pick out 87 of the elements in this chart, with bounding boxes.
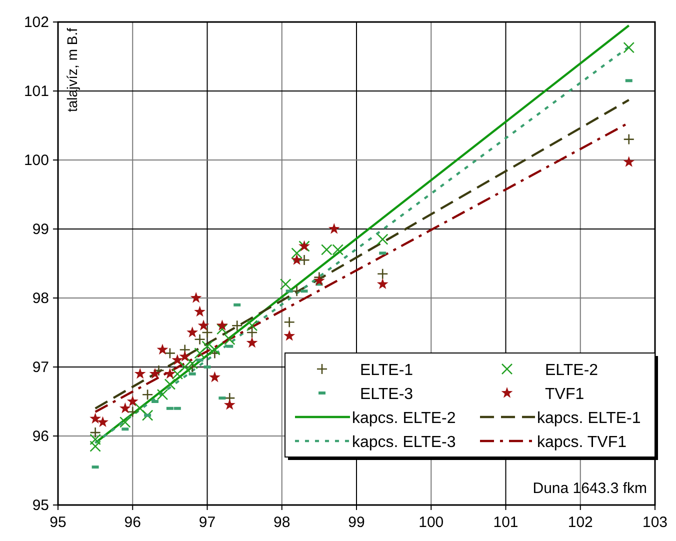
point (156, 388, 168, 400)
legend-label: kapcs. ELTE-2 (352, 410, 456, 427)
point (126, 406, 138, 418)
point (209, 371, 220, 382)
x-tick-label: 99 (348, 514, 365, 531)
point (209, 348, 220, 359)
y-tick-label: 101 (24, 83, 49, 100)
point (623, 42, 635, 54)
annotation: Duna 1643.3 fkm (532, 480, 647, 497)
y-tick-label: 95 (32, 497, 49, 514)
point (376, 268, 388, 280)
point (216, 323, 228, 335)
x-tick-label: 95 (50, 514, 66, 531)
x-tick-label: 100 (418, 514, 444, 531)
point (291, 285, 302, 297)
point (224, 334, 236, 346)
point (376, 234, 388, 245)
point (134, 402, 146, 414)
x-tick-label: 101 (493, 514, 518, 531)
point (90, 434, 101, 446)
point (190, 292, 202, 303)
point (120, 416, 131, 428)
point (231, 320, 243, 332)
point (149, 368, 161, 379)
legend-label: kapcs. ELTE-1 (537, 410, 641, 427)
point (313, 274, 325, 286)
legend-label: ELTE-1 (360, 362, 414, 379)
point (179, 350, 191, 362)
point (376, 278, 388, 290)
point (623, 134, 635, 145)
point (246, 336, 258, 348)
point (280, 278, 292, 290)
x-tick-label: 98 (274, 514, 290, 531)
point (90, 412, 102, 424)
point (194, 306, 206, 317)
point (284, 330, 296, 341)
y-tick-label: 99 (32, 221, 49, 238)
point (172, 368, 184, 380)
legend-label: kapcs. ELTE-3 (352, 434, 456, 451)
point (291, 248, 302, 259)
point (186, 361, 198, 373)
y-tick-label: 102 (24, 14, 49, 31)
y-tick-label: 96 (32, 428, 49, 445)
point (284, 316, 295, 328)
point (97, 416, 108, 428)
point (328, 223, 340, 234)
x-tick-label: 97 (198, 514, 216, 531)
y-tick-label: 97 (32, 359, 49, 376)
y-tick-label: 98 (32, 290, 49, 307)
point (153, 364, 164, 376)
legend-label: kapcs. TVF1 (537, 434, 627, 451)
point (172, 354, 184, 365)
point (623, 156, 635, 167)
point (202, 340, 213, 352)
point (246, 320, 258, 332)
point (246, 326, 258, 338)
point (186, 326, 198, 338)
y-tick-label: 100 (24, 152, 49, 169)
point (179, 361, 191, 373)
point (186, 358, 198, 370)
point (198, 320, 210, 330)
point (298, 254, 310, 266)
point (119, 402, 131, 414)
point (134, 368, 146, 379)
point (142, 388, 154, 400)
point (90, 426, 101, 438)
point (164, 378, 176, 390)
point (142, 410, 154, 421)
x-tick-label: 102 (568, 514, 593, 531)
point (202, 326, 213, 338)
point (194, 348, 206, 359)
point (194, 334, 206, 346)
point (224, 398, 236, 410)
x-tick-label: 103 (642, 514, 668, 531)
legend-label: ELTE-2 (545, 362, 598, 379)
point (209, 344, 220, 356)
legend-label: ELTE-3 (360, 386, 414, 403)
point (164, 348, 176, 359)
point (216, 320, 228, 330)
point (164, 368, 176, 379)
point (291, 254, 303, 265)
y-axis-title: talajvíz, m B.f (64, 28, 80, 112)
legend-label: TVF1 (545, 386, 584, 403)
point (156, 344, 168, 355)
point (90, 440, 101, 452)
point (126, 396, 138, 406)
x-tick-label: 96 (124, 514, 141, 531)
